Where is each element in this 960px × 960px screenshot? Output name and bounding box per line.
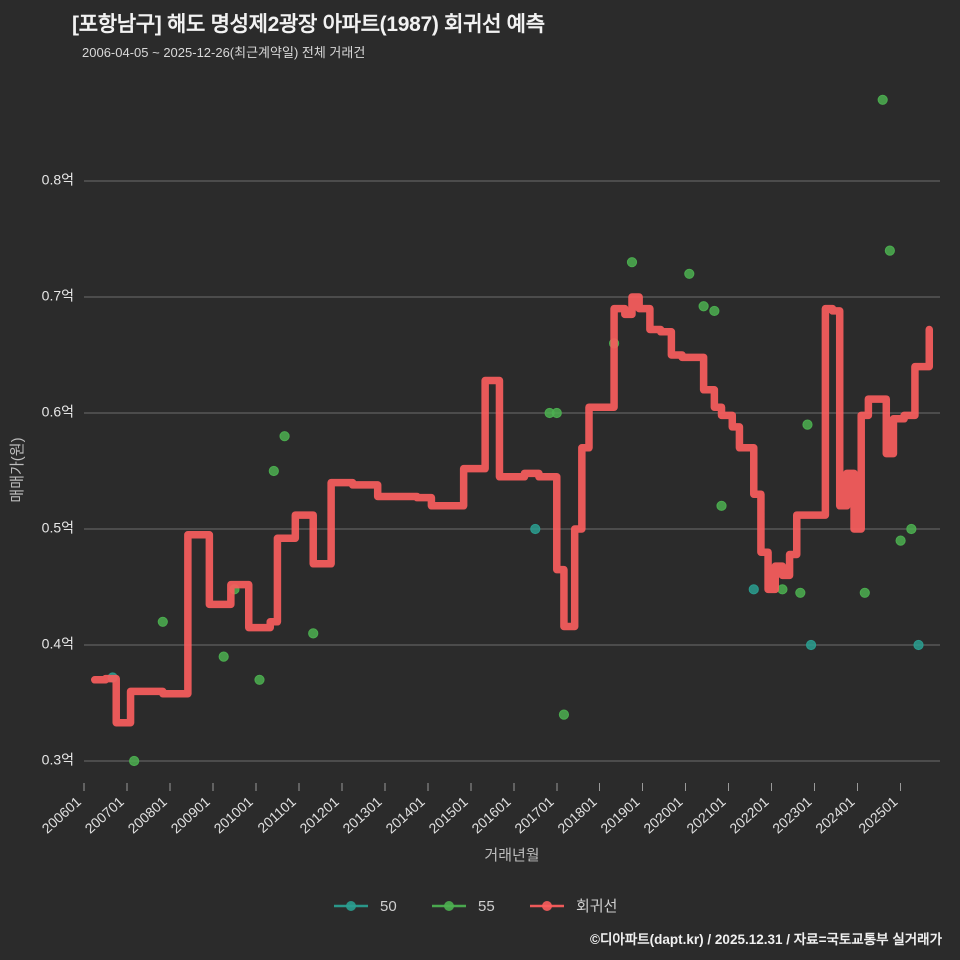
scatter-point xyxy=(877,94,888,105)
legend-marker xyxy=(444,901,454,911)
scatter-point xyxy=(551,407,562,419)
x-tick-label: 200901 xyxy=(168,793,214,836)
x-tick-label: 200801 xyxy=(125,793,171,836)
x-tick-label: 201901 xyxy=(597,793,643,836)
x-tick-label: 201201 xyxy=(296,793,342,836)
scatter-point xyxy=(268,465,279,477)
scatter-point xyxy=(906,523,917,535)
scatter-point xyxy=(802,419,813,430)
x-tick-label: 202101 xyxy=(683,793,729,836)
legend-item-회귀선[interactable]: 회귀선 xyxy=(530,898,617,915)
scatter-point xyxy=(716,500,727,511)
y-tick-label: 0.6억 xyxy=(42,404,74,420)
scatter-point xyxy=(805,639,817,651)
chart-legend: 50 55 회귀선 xyxy=(334,898,617,915)
x-tick-label: 200701 xyxy=(82,793,128,836)
scatter-series-55 xyxy=(129,94,917,767)
x-tick-label: 201801 xyxy=(554,793,600,836)
legend-label: 50 xyxy=(380,898,397,915)
regression-line xyxy=(90,293,934,727)
scatter-point xyxy=(895,535,906,546)
scatter-point xyxy=(913,639,924,651)
y-tick-label: 0.5억 xyxy=(42,520,74,536)
scatter-point xyxy=(748,584,759,595)
y-tick-label: 0.3억 xyxy=(42,752,74,768)
legend-item-55[interactable]: 55 xyxy=(432,898,495,915)
scatter-point xyxy=(308,628,319,639)
legend-item-50[interactable]: 50 xyxy=(334,898,397,915)
x-tick-label: 201701 xyxy=(511,793,557,836)
scatter-point xyxy=(218,651,229,662)
scatter-point xyxy=(777,584,788,595)
x-tick-label: 202001 xyxy=(640,793,686,836)
x-tick-label: 202201 xyxy=(726,793,772,836)
scatter-point xyxy=(157,616,168,627)
scatter-point xyxy=(709,305,720,317)
footer-credit: ©디아파트(dapt.kr) / 2025.12.31 / 자료=국토교통부 실… xyxy=(590,932,942,947)
x-tick-label: 201501 xyxy=(425,793,471,836)
x-axis-title: 거래년월 xyxy=(484,847,539,864)
legend-marker xyxy=(542,901,552,911)
legend-label: 회귀선 xyxy=(576,898,617,915)
x-tick-label: 202501 xyxy=(855,793,901,836)
scatter-point xyxy=(698,301,709,312)
y-axis-ticks: 0.3억 0.4억 0.5억 0.6억 0.7억 0.8억 xyxy=(42,172,74,768)
scatter-point xyxy=(129,755,140,767)
scatter-point xyxy=(626,257,638,268)
x-tick-label: 201301 xyxy=(339,793,385,836)
scatter-point xyxy=(684,268,695,279)
legend-label: 55 xyxy=(478,898,495,915)
scatter-point xyxy=(254,674,265,685)
y-tick-label: 0.4억 xyxy=(42,636,74,652)
regression-path xyxy=(90,293,934,727)
x-tick-label: 201101 xyxy=(254,793,299,836)
x-tick-label: 201601 xyxy=(468,793,514,836)
scatter-point xyxy=(530,523,541,535)
scatter-point xyxy=(795,587,806,598)
scatter-point xyxy=(884,245,895,256)
x-tick-label: 202301 xyxy=(769,793,815,836)
scatter-point xyxy=(859,587,870,598)
y-tick-label: 0.8억 xyxy=(42,172,74,188)
scatter-point xyxy=(558,709,570,720)
x-tick-label: 201401 xyxy=(382,793,428,836)
gridlines xyxy=(84,180,940,762)
page-title: [포항남구] 해도 명성제2광장 아파트(1987) 회귀선 예측 xyxy=(72,13,545,36)
scatter-point xyxy=(279,431,290,442)
y-tick-label: 0.7억 xyxy=(42,288,74,304)
page-subtitle: 2006-04-05 ~ 2025-12-26(최근계약일) 전체 거래건 xyxy=(82,45,366,60)
legend-marker xyxy=(346,901,356,911)
x-axis-ticks: 2006012007012008012009012010012011012012… xyxy=(39,783,902,836)
x-tick-label: 200601 xyxy=(39,793,85,836)
x-tick-label: 202401 xyxy=(812,793,858,836)
y-axis-title: 매매가(원) xyxy=(9,437,26,502)
x-tick-label: 201001 xyxy=(210,793,256,836)
